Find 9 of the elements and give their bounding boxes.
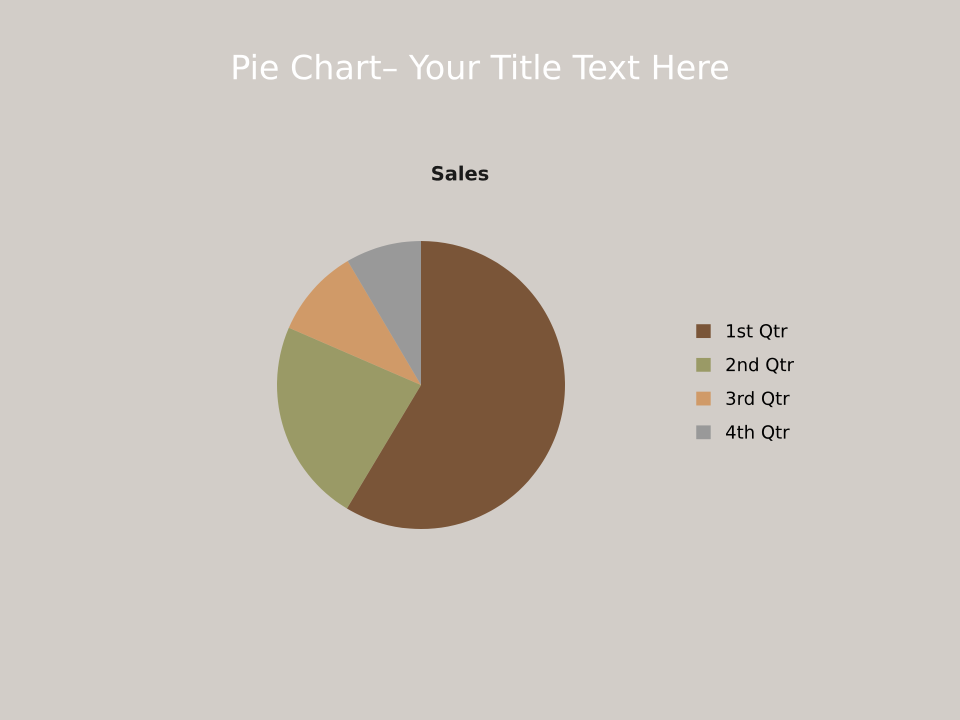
chart-subtitle: Sales xyxy=(432,166,488,181)
pie-slice xyxy=(346,241,565,529)
pie-slice xyxy=(288,261,421,385)
legend-label: 3rd Qtr xyxy=(726,391,790,408)
pie-slice xyxy=(348,241,421,385)
legend-label: 2nd Qtr xyxy=(726,357,794,374)
pie-slice xyxy=(277,328,421,508)
legend-label: 1st Qtr xyxy=(727,324,788,340)
legend-label: 4th Qtr xyxy=(726,424,790,441)
